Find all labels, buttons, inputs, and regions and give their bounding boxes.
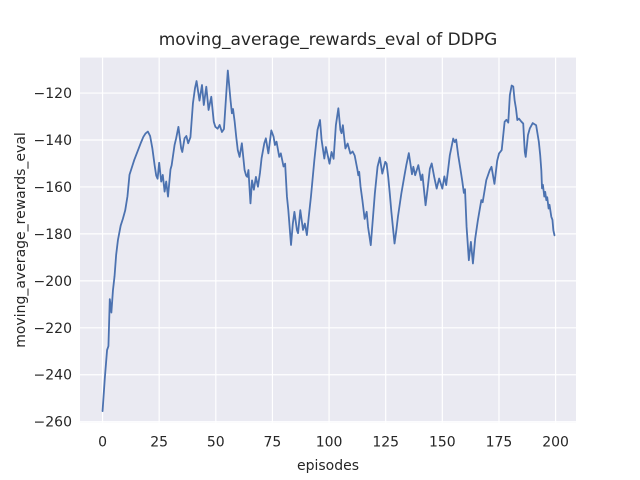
x-tick-label: 200 <box>542 434 569 450</box>
x-tick-label: 75 <box>264 434 282 450</box>
y-tick-label: −240 <box>34 368 72 384</box>
x-tick-label: 175 <box>486 434 513 450</box>
y-tick-label: −220 <box>34 321 72 337</box>
chart-title: moving_average_rewards_eval of DDPG <box>158 30 498 50</box>
x-tick-label: 100 <box>316 434 343 450</box>
x-tick-label: 125 <box>372 434 399 450</box>
x-tick-label: 150 <box>429 434 456 450</box>
data-line <box>101 69 556 413</box>
y-tick-label: −180 <box>34 227 72 243</box>
y-tick-label: −260 <box>34 415 72 431</box>
y-axis-label: moving_average_rewards_eval <box>13 132 29 348</box>
y-tick-label: −200 <box>34 274 72 290</box>
y-tick-label: −160 <box>34 180 72 196</box>
x-axis-label: episodes <box>296 458 360 474</box>
axes-background <box>80 57 576 423</box>
y-tick-label: −140 <box>34 133 72 149</box>
y-tick-label: −120 <box>34 86 72 102</box>
x-tick-label: 50 <box>207 434 225 450</box>
x-tick-label: 25 <box>150 434 168 450</box>
x-tick-label: 0 <box>98 434 107 450</box>
